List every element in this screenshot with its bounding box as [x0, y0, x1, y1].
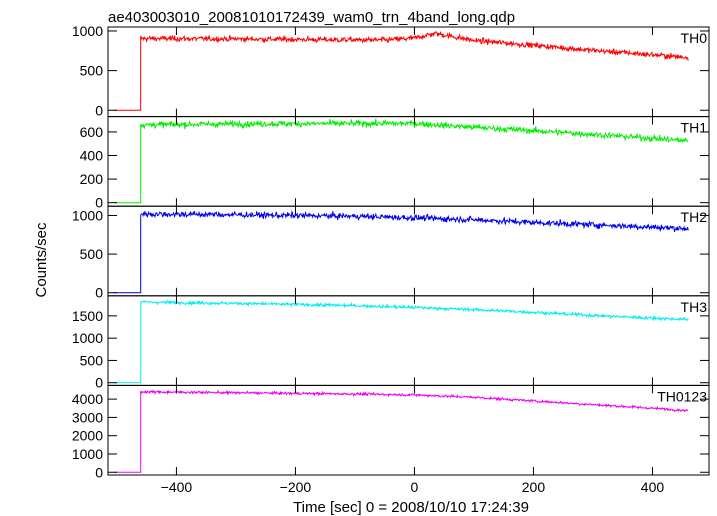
x-tick-label: 200 — [522, 479, 546, 495]
x-tick-label: −200 — [280, 479, 312, 495]
x-tick-label: 0 — [411, 479, 419, 495]
series-label-th3: TH3 — [681, 299, 708, 315]
y-tick-label: 2000 — [72, 428, 103, 444]
y-tick-label: 400 — [80, 148, 104, 164]
y-tick-label: 3000 — [72, 409, 103, 425]
y-axis-label: Counts/sec — [33, 222, 50, 298]
x-tick-label: −400 — [161, 479, 193, 495]
series-line-th3 — [114, 299, 689, 384]
panel-frame — [107, 295, 710, 386]
x-axis-label: Time [sec] 0 = 2008/10/10 17:24:39 — [293, 499, 529, 516]
y-tick-label: 1500 — [72, 308, 103, 324]
panel-frame — [107, 116, 710, 207]
y-tick-label: 4000 — [72, 391, 103, 407]
y-tick-label: 1000 — [72, 330, 103, 346]
y-tick-label: 500 — [80, 63, 104, 79]
panel-th0123: 0 1000 2000 3000 4000 −400 −200 0 200 400 TH0123 — [72, 384, 710, 495]
figure-title: ae403003010_20081010172439_wam0_trn_4ban… — [108, 9, 515, 26]
panel-th0: 0 500 1000 TH0 — [72, 23, 710, 118]
panel-frame — [107, 384, 710, 476]
panel-frame — [107, 26, 710, 118]
series-label-th1: TH1 — [681, 120, 708, 136]
series-label-th2: TH2 — [681, 209, 708, 225]
y-tick-label: 0 — [95, 375, 103, 391]
x-tick-label: 400 — [641, 479, 665, 495]
series-line-th0 — [114, 30, 689, 111]
y-tick-label: 600 — [80, 124, 104, 140]
y-tick-label: 0 — [95, 102, 103, 118]
y-tick-label: 0 — [95, 195, 103, 211]
y-tick-label: 200 — [80, 171, 104, 187]
series-label-th0: TH0 — [681, 30, 708, 46]
panel-th3: 0 500 1000 1500 TH3 — [72, 295, 710, 391]
series-line-th1 — [114, 118, 689, 204]
y-tick-label: 1000 — [72, 446, 103, 462]
series-label-th0123: TH0123 — [657, 388, 707, 404]
y-tick-label: 500 — [80, 246, 104, 262]
y-tick-label: 1000 — [72, 23, 103, 39]
y-tick-label: 500 — [80, 352, 104, 368]
series-line-th2 — [114, 209, 689, 294]
panel-th1: 0 200 400 600 TH1 — [80, 116, 710, 211]
y-tick-label: 0 — [95, 285, 103, 301]
series-line-th0123 — [114, 389, 689, 473]
panel-th2: 0 500 1000 TH2 — [72, 205, 710, 301]
y-tick-label: 0 — [95, 464, 103, 480]
y-tick-label: 1000 — [72, 207, 103, 223]
panels: 0 500 1000 TH0 0 200 400 600 TH1 0 500 1000 TH2 0 500 1… — [72, 23, 710, 495]
